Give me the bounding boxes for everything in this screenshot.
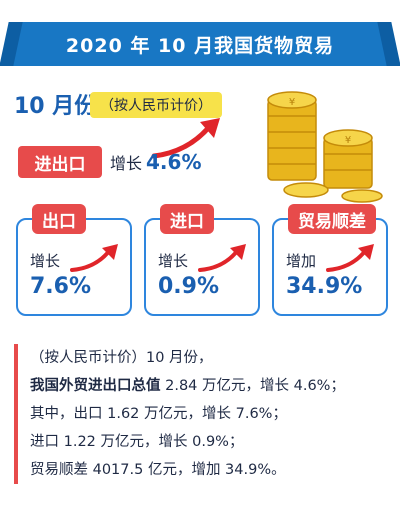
export-card: 出口 增长 7.6% [16,204,132,316]
page-title: 2020 年 10 月我国货物贸易 [65,34,335,57]
up-arrow-icon [326,244,374,272]
details-line: 我国外贸进出口总值 2.84 万亿元，增长 4.6%； [30,372,400,400]
import-label: 进口 [160,204,214,234]
svg-text:¥: ¥ [289,97,295,108]
surplus-card: 贸易顺差 增加 34.9% [272,204,388,316]
details-block: （按人民币计价）10 月份， 我国外贸进出口总值 2.84 万亿元，增长 4.6… [14,344,400,484]
total-change-value: 4.6% [146,150,202,174]
currency-note: （按人民币计价） [90,92,222,118]
up-arrow-icon [70,244,118,272]
period-month: 10 月份 [14,94,97,119]
export-label: 出口 [32,204,86,234]
header-banner: 2020 年 10 月我国货物贸易 [0,22,400,66]
import-change-prefix: 增长 [158,252,189,270]
surplus-change-prefix: 增加 [286,252,317,270]
details-line: 进口 1.22 万亿元，增长 0.9%； [30,434,244,450]
svg-text:¥: ¥ [345,135,351,146]
import-card: 进口 增长 0.9% [144,204,260,316]
details-line: 其中，出口 1.62 万亿元，增长 7.6%； [30,406,287,422]
surplus-label: 贸易顺差 [288,204,376,234]
up-arrow-icon [151,118,220,159]
export-change-value: 7.6% [30,274,92,299]
banner-corner-right [377,22,400,66]
total-trade-label: 进出口 [18,146,102,178]
banner-corner-left [0,22,23,66]
gold-coins-icon: ¥ ¥ [267,91,383,203]
details-line-rest: 2.84 万亿元，增长 4.6%； [160,378,345,394]
details-line: （按人民币计价）10 月份， [30,350,213,366]
up-arrow-icon [198,244,246,272]
export-change-prefix: 增长 [30,252,61,270]
import-change-value: 0.9% [158,274,220,299]
total-change-prefix: 增长 [110,154,143,173]
surplus-change-value: 34.9% [286,274,363,299]
total-trade-change: 增长 4.6% [110,150,201,174]
details-bold-lead: 我国外贸进出口总值 [30,378,161,394]
details-line: 贸易顺差 4017.5 亿元，增加 34.9%。 [30,462,286,478]
